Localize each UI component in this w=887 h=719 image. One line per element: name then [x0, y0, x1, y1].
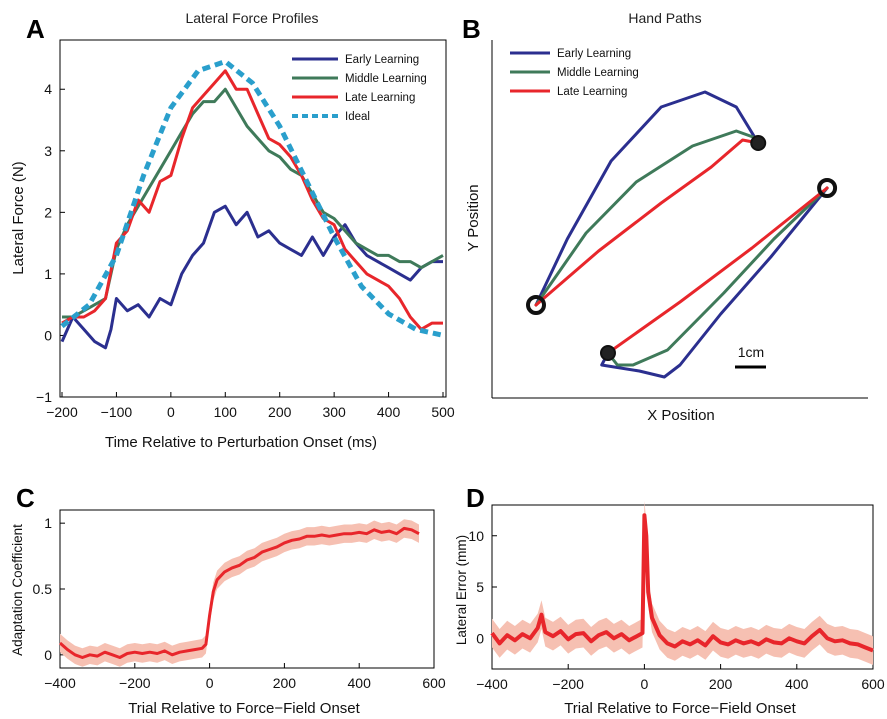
error-band — [60, 519, 419, 667]
y-tick-label: 0 — [476, 630, 484, 646]
y-tick-label: 1 — [44, 266, 52, 282]
panel-a-legend: Early Learning Middle Learning Late Learni… — [292, 54, 427, 123]
panel-label-d: D — [466, 483, 485, 513]
series-ideal-learning-line — [60, 59, 444, 338]
x-tick-label: 500 — [431, 404, 455, 420]
target-marker — [599, 345, 616, 361]
x-tick-label: 400 — [377, 404, 401, 420]
panel-c-series — [59, 519, 420, 667]
target-marker — [526, 295, 546, 315]
y-tick-label: 5 — [476, 579, 484, 595]
hand-path-middle-2 — [606, 186, 829, 367]
panel-label-a: A — [26, 14, 45, 44]
panel-label-c: C — [16, 483, 35, 513]
x-tick-label: 400 — [785, 676, 809, 692]
legend-label-early: Early Learning — [345, 54, 419, 66]
panel-d-ticks: −400 −200 0 200 400 600 0 5 10 — [468, 528, 884, 692]
panel-d: −400 −200 0 200 400 600 0 5 10 Trial Relative to… — [454, 500, 885, 717]
panel-c-ticks: −400 −200 0 200 400 600 0 0.5 1 — [33, 515, 446, 691]
x-tick-label: 100 — [214, 404, 238, 420]
y-tick-label: 4 — [44, 81, 52, 97]
mean-line — [59, 526, 420, 659]
series-late-learning-line — [61, 69, 443, 331]
x-tick-label: −200 — [552, 676, 584, 692]
panel-b-title: Hand Paths — [628, 10, 701, 26]
hand-path-early-1 — [534, 90, 760, 307]
error-band — [492, 500, 873, 665]
scale-bar-label: 1cm — [738, 344, 764, 360]
mean-line — [490, 513, 874, 653]
panel-b-ylabel: Y Position — [465, 184, 482, 251]
panel-a-series — [60, 59, 444, 350]
x-tick-label: −200 — [119, 675, 151, 691]
x-tick-label: −100 — [101, 404, 133, 420]
y-tick-label: −1 — [36, 389, 52, 405]
x-tick-label: 400 — [348, 675, 372, 691]
x-tick-label: 0 — [167, 404, 175, 420]
panel-b-legend: Early Learning Middle Learning Late Learni… — [510, 48, 639, 98]
hand-path-early-2 — [600, 186, 829, 379]
x-tick-label: 0 — [206, 675, 214, 691]
panel-b-xlabel: X Position — [647, 407, 715, 424]
hand-path-late-2 — [606, 186, 829, 355]
hand-path-late-1 — [534, 138, 760, 307]
series-middle-learning-line — [62, 87, 444, 319]
panel-a: Lateral Force Profiles −200 −100 0 100 200 30… — [10, 10, 455, 451]
y-tick-label: 2 — [44, 204, 52, 220]
y-tick-label: 0 — [44, 327, 52, 343]
series-early-learning-line — [60, 204, 443, 350]
panel-c-xlabel: Trial Relative to Force−Field Onset — [128, 700, 360, 717]
panel-c-ylabel: Adaptation Coefficient — [10, 524, 25, 656]
legend-label-middle: Middle Learning — [557, 67, 639, 79]
panel-a-ticks: −200 −100 0 100 200 300 400 500 −1 0 1 2 3 4 — [36, 81, 455, 420]
legend-label-late: Late Learning — [345, 92, 415, 104]
panel-d-xlabel: Trial Relative to Force−Field Onset — [564, 700, 796, 717]
panel-b-series — [534, 90, 829, 379]
legend-label-middle: Middle Learning — [345, 73, 427, 85]
panel-a-title: Lateral Force Profiles — [185, 10, 318, 26]
panel-b-targets — [526, 135, 838, 361]
x-tick-label: −400 — [44, 675, 76, 691]
panel-b: Hand Paths Early Learning Middle Learning… — [465, 10, 868, 424]
panel-d-series — [490, 500, 874, 665]
y-tick-label: 3 — [44, 143, 52, 159]
panel-a-ylabel: Lateral Force (N) — [10, 161, 27, 274]
panel-d-ylabel: Lateral Error (mm) — [454, 535, 469, 645]
hand-path-middle-1 — [534, 129, 763, 307]
x-tick-label: −400 — [476, 676, 508, 692]
legend-label-ideal: Ideal — [345, 111, 370, 123]
x-tick-label: −200 — [46, 404, 78, 420]
target-marker — [750, 135, 767, 151]
x-tick-label: 200 — [709, 676, 733, 692]
panel-a-axes-frame — [59, 39, 447, 398]
x-tick-label: 0 — [641, 676, 649, 692]
x-tick-label: 200 — [273, 675, 297, 691]
panel-c: −400 −200 0 200 400 600 0 0.5 1 Trial Relative t… — [10, 509, 446, 717]
y-tick-label: 1 — [44, 515, 52, 531]
panel-a-xlabel: Time Relative to Perturbation Onset (ms) — [105, 434, 377, 451]
target-marker — [817, 178, 838, 198]
x-tick-label: 300 — [322, 404, 346, 420]
y-tick-label: 0.5 — [33, 581, 53, 597]
x-tick-label: 200 — [268, 404, 292, 420]
x-tick-label: 600 — [861, 676, 885, 692]
y-tick-label: 10 — [468, 528, 484, 544]
y-tick-label: 0 — [44, 647, 52, 663]
panel-label-b: B — [462, 14, 481, 44]
legend-label-late: Late Learning — [557, 86, 627, 98]
x-tick-label: 600 — [422, 675, 446, 691]
legend-label-early: Early Learning — [557, 48, 631, 60]
